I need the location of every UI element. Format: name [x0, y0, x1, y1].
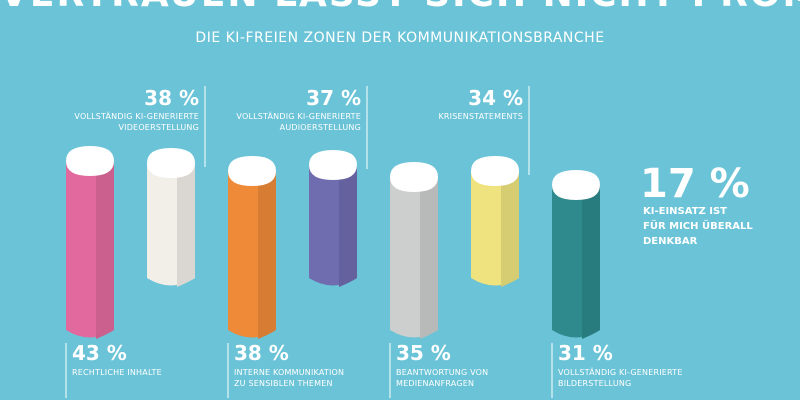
value-label: 38 % [234, 341, 289, 365]
category-label: VOLLSTÄNDIG KI-GENERIERTE [236, 111, 361, 121]
pillar-5: 35 % BEANTWORTUNG VON MEDIENANFRAGEN [389, 162, 488, 398]
callout-line-1: KI-EINSATZ IST [643, 206, 727, 217]
callout: 17 % KI-EINSATZ IST FÜR MICH ÜBERALL DEN… [640, 161, 753, 247]
bar-cap [309, 150, 357, 180]
pillar-3: 38 % INTERNE KOMMUNIKATION ZU SENSIBLEN TH… [227, 156, 344, 398]
category-label: ZU SENSIBLEN THEMEN [234, 379, 333, 388]
category-label: MEDIENANFRAGEN [396, 379, 474, 388]
bar-cap [66, 146, 114, 176]
bar-side [501, 171, 519, 287]
value-label: 35 % [396, 341, 451, 365]
category-label: VOLLSTÄNDIG KI-GENERIERTE [74, 111, 199, 121]
pillar-2: 38 %VOLLSTÄNDIG KI-GENERIERTE VIDEOERSTEL… [74, 86, 206, 287]
category-label: AUDIOERSTELLUNG [280, 123, 361, 132]
bar-side [339, 165, 357, 287]
callout-value: 17 % [640, 161, 750, 207]
category-label: BILDERSTELLUNG [558, 379, 631, 388]
bar-side [177, 163, 195, 287]
bar-side [582, 185, 600, 339]
bar-side [420, 177, 438, 339]
category-label: VIDEOERSTELLUNG [118, 123, 199, 132]
bar-side [258, 171, 276, 339]
value-label: 34 % [468, 86, 523, 110]
pillar-6: 34 % KRISENSTATEMENTS [438, 86, 530, 287]
bar-cap [471, 156, 519, 186]
value-label: 37 % [306, 86, 361, 110]
pillar-7: 31 % VOLLSTÄNDIG KI-GENERIERTE BILDERSTELL… [551, 170, 683, 398]
bar-cap [390, 162, 438, 192]
value-label: 38 % [144, 86, 199, 110]
callout-line-3: DENKBAR [643, 236, 698, 247]
pillar-4: 37 %VOLLSTÄNDIG KI-GENERIERTE AUDIOERSTEL… [236, 86, 368, 287]
headline: VERTRAUEN LÄSST SICH NICHT PROMPTEN [0, 0, 800, 15]
category-label: KRISENSTATEMENTS [438, 112, 523, 121]
bar-cap [147, 148, 195, 178]
bar-side [96, 161, 114, 339]
subtitle: DIE KI-FREIEN ZONEN DER KOMMUNIKATIONSBR… [195, 30, 605, 46]
callout-line-2: FÜR MICH ÜBERALL [643, 218, 753, 232]
category-label: RECHTLICHE INHALTE [72, 368, 162, 377]
value-label: 43 % [72, 341, 127, 365]
category-label: VOLLSTÄNDIG KI-GENERIERTE [558, 367, 683, 377]
value-label: 31 % [558, 341, 613, 365]
bar-cap [552, 170, 600, 200]
category-label: INTERNE KOMMUNIKATION [234, 368, 344, 377]
category-label: BEANTWORTUNG VON [396, 368, 488, 377]
pillar-1: 43 % RECHTLICHE INHALTE [65, 146, 162, 398]
bar-cap [228, 156, 276, 186]
